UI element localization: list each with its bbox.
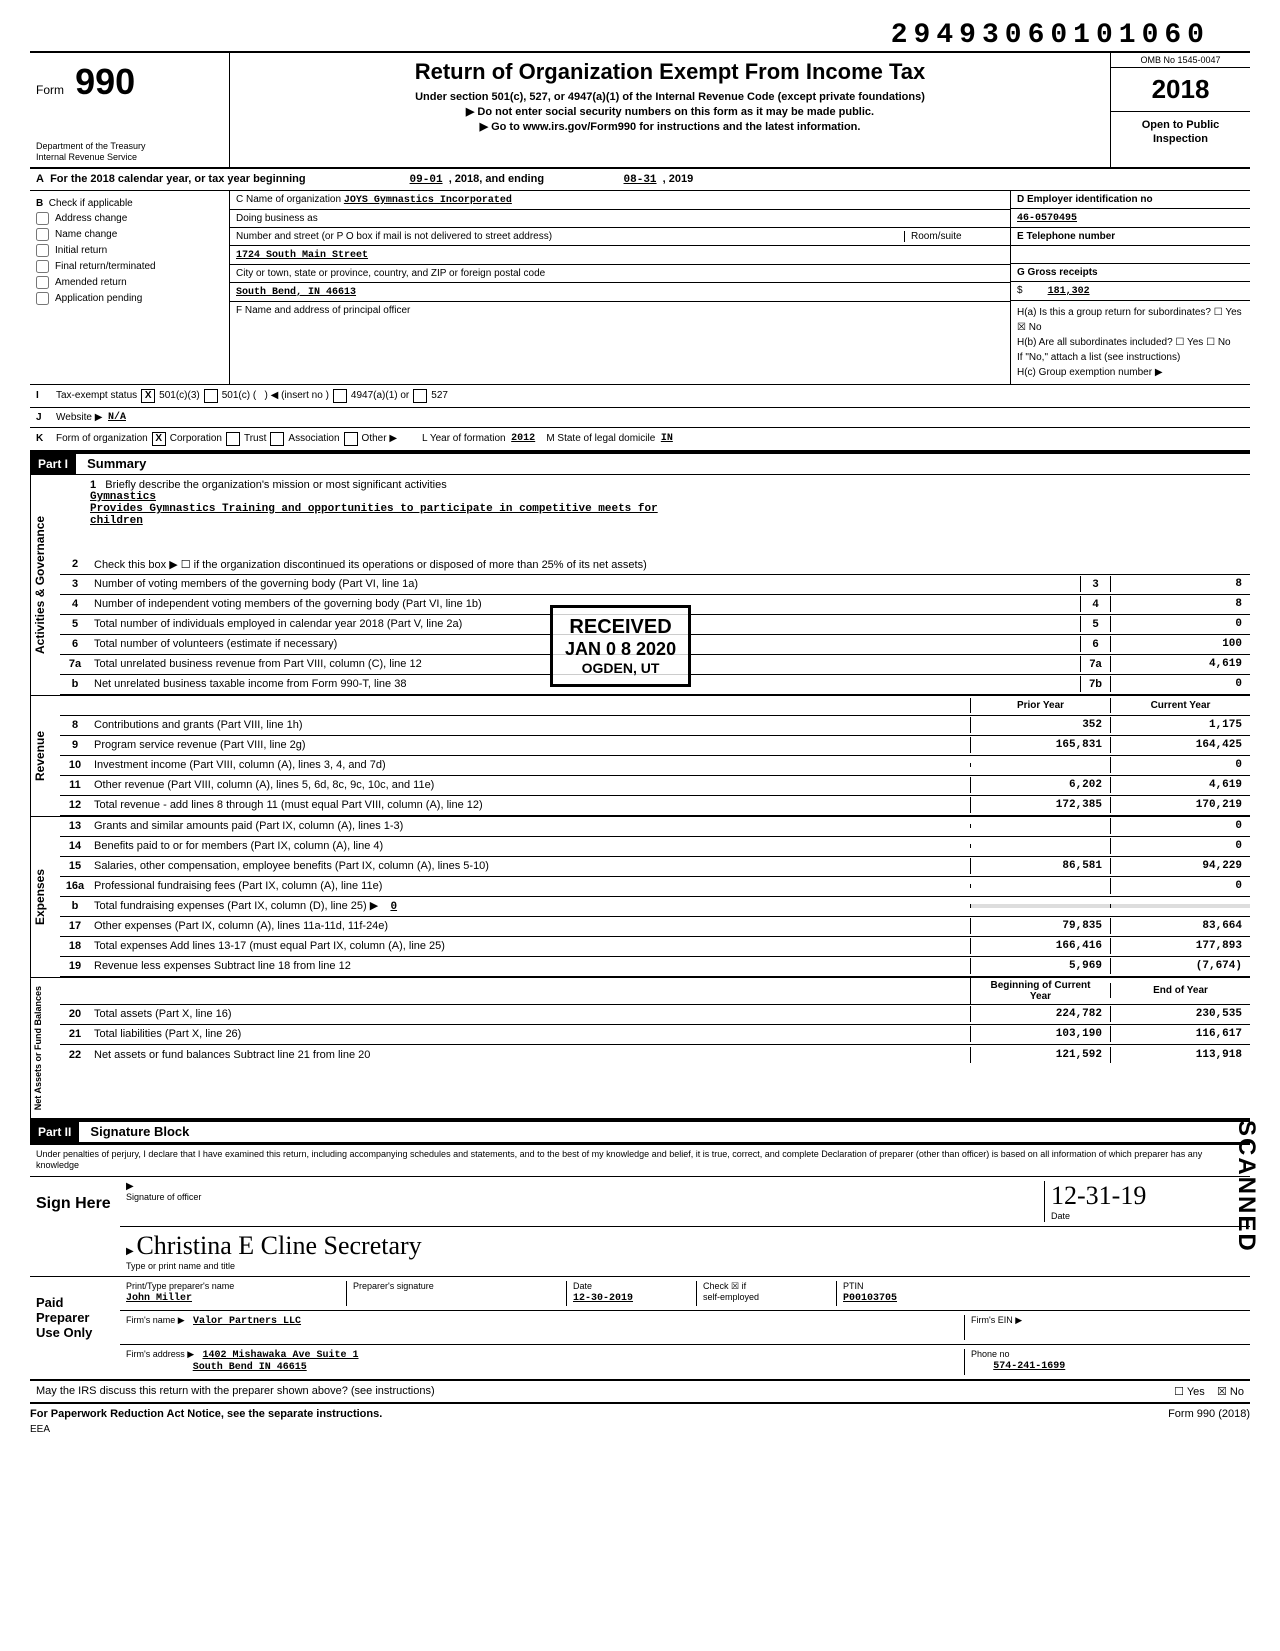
section-b: B Check if applicable Address change Nam… (30, 191, 1250, 385)
paperwork-notice: For Paperwork Reduction Act Notice, see … (30, 1408, 382, 1420)
chk-initial-return[interactable] (36, 244, 49, 257)
chk-final-return[interactable] (36, 260, 49, 273)
subtitle-3: ▶ Go to www.irs.gov/Form990 for instruct… (240, 120, 1100, 133)
vtab-revenue: Revenue (30, 696, 60, 816)
header: Form 990 Department of the Treasury Inte… (30, 51, 1250, 169)
vtab-governance: Activities & Governance (30, 475, 60, 695)
form-footer: Form 990 (2018) (1168, 1408, 1250, 1420)
open-public: Open to Public (1113, 118, 1248, 132)
part-1-header: Part I Summary (30, 452, 1250, 475)
firm-phone: 574-241-1699 (993, 1361, 1065, 1372)
ein: 46-0570495 (1017, 213, 1077, 224)
mission-3: children (90, 515, 1220, 527)
row-a: A For the 2018 calendar year, or tax yea… (30, 169, 1250, 191)
ptin: P00103705 (843, 1293, 897, 1304)
omb-number: OMB No 1545-0047 (1111, 53, 1250, 68)
dba-label: Doing business as (230, 210, 1010, 228)
chk-name-change[interactable] (36, 228, 49, 241)
sig-date: 12-31-19 (1051, 1181, 1146, 1210)
website-row: JWebsite ▶ N/A (30, 408, 1250, 428)
discuss-row: May the IRS discuss this return with the… (30, 1381, 1250, 1404)
eea: EEA (30, 1424, 1250, 1435)
form-org-row: KForm of organization XCorporation Trust… (30, 428, 1250, 452)
tax-exempt-row: ITax-exempt status X501(c)(3) 501(c) ( )… (30, 385, 1250, 408)
street-address: 1724 South Main Street (236, 250, 368, 261)
mission-1: Gymnastics (90, 491, 1220, 503)
tax-year: 2018 (1111, 68, 1250, 112)
vtab-net-assets: Net Assets or Fund Balances (30, 978, 60, 1118)
chk-application-pending[interactable] (36, 292, 49, 305)
vtab-expenses: Expenses (30, 817, 60, 977)
gross-receipts: 181,302 (1048, 286, 1090, 297)
sign-here-label: Sign Here (30, 1177, 120, 1276)
officer-name: Christina E Cline Secretary (136, 1231, 421, 1260)
chk-amended-return[interactable] (36, 276, 49, 289)
chk-address-change[interactable] (36, 212, 49, 225)
preparer-name: John Miller (126, 1293, 192, 1304)
subtitle-1: Under section 501(c), 527, or 4947(a)(1)… (240, 91, 1100, 103)
scanned-stamp: SCANNED (1232, 1120, 1260, 1253)
inspection: Inspection (1113, 132, 1248, 146)
part-2-header: Part II Signature Block (30, 1120, 1250, 1143)
form-title: Return of Organization Exempt From Incom… (240, 59, 1100, 85)
paid-preparer-label: Paid Preparer Use Only (30, 1277, 120, 1379)
mission-2: Provides Gymnastics Training and opportu… (90, 503, 1220, 515)
dln: 29493060101060 (30, 20, 1250, 51)
form-label: Form (36, 83, 64, 97)
check-if-label: Check if applicable (49, 198, 133, 209)
received-stamp: RECEIVED JAN 0 8 2020 OGDEN, UT (550, 605, 691, 687)
city-state-zip: South Bend, IN 46613 (236, 287, 356, 298)
subtitle-2: ▶ Do not enter social security numbers o… (240, 105, 1100, 118)
form-number: 990 (75, 61, 135, 103)
perjury-text: Under penalties of perjury, I declare th… (30, 1145, 1250, 1176)
dept-irs: Internal Revenue Service (36, 152, 223, 163)
firm-name: Valor Partners LLC (193, 1316, 301, 1327)
dept-treasury: Department of the Treasury (36, 141, 223, 152)
org-name: JOYS Gymnastics Incorporated (344, 195, 512, 206)
